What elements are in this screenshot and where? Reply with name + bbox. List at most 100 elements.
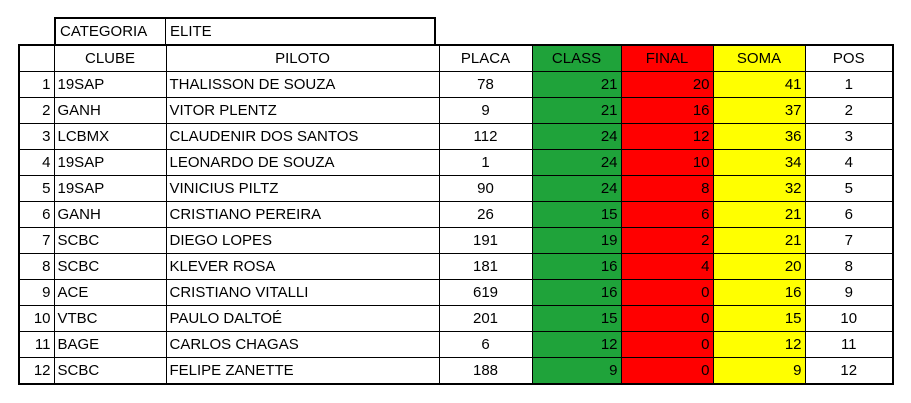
row-index: 3 xyxy=(18,123,55,150)
soma-cell: 12 xyxy=(712,331,806,358)
final-cell: 2 xyxy=(620,227,714,254)
class-cell: 21 xyxy=(531,97,622,124)
final-cell: 0 xyxy=(620,305,714,332)
row-index: 9 xyxy=(18,279,55,306)
class-cell: 24 xyxy=(531,123,622,150)
clube-cell: SCBC xyxy=(53,227,167,254)
pos-cell: 5 xyxy=(804,175,894,202)
class-cell: 16 xyxy=(531,253,622,280)
category-row: CATEGORIA ELITE xyxy=(54,17,436,46)
piloto-cell: VITOR PLENTZ xyxy=(165,97,440,124)
row-index: 5 xyxy=(18,175,55,202)
results-table: CLUBE PILOTO PLACA CLASS FINAL SOMA POS … xyxy=(18,44,894,385)
piloto-cell: PAULO DALTOÉ xyxy=(165,305,440,332)
table-row: 3 LCBMX CLAUDENIR DOS SANTOS 112 24 12 36 3 xyxy=(18,123,894,150)
soma-cell: 15 xyxy=(712,305,806,332)
class-cell: 15 xyxy=(531,305,622,332)
placa-cell: 619 xyxy=(438,279,533,306)
placa-cell: 201 xyxy=(438,305,533,332)
soma-cell: 32 xyxy=(712,175,806,202)
class-cell: 24 xyxy=(531,175,622,202)
row-index: 12 xyxy=(18,357,55,385)
clube-cell: BAGE xyxy=(53,331,167,358)
final-cell: 0 xyxy=(620,279,714,306)
final-cell: 12 xyxy=(620,123,714,150)
pos-cell: 8 xyxy=(804,253,894,280)
header-placa: PLACA xyxy=(438,44,533,72)
soma-cell: 41 xyxy=(712,71,806,98)
table-row: 8 SCBC KLEVER ROSA 181 16 4 20 8 xyxy=(18,253,894,280)
soma-cell: 20 xyxy=(712,253,806,280)
pos-cell: 7 xyxy=(804,227,894,254)
clube-cell: VTBC xyxy=(53,305,167,332)
piloto-cell: DIEGO LOPES xyxy=(165,227,440,254)
header-pos: POS xyxy=(804,44,894,72)
soma-cell: 36 xyxy=(712,123,806,150)
piloto-cell: FELIPE ZANETTE xyxy=(165,357,440,385)
header-soma: SOMA xyxy=(712,44,806,72)
pos-cell: 11 xyxy=(804,331,894,358)
pos-cell: 12 xyxy=(804,357,894,385)
final-cell: 20 xyxy=(620,71,714,98)
header-piloto: PILOTO xyxy=(165,44,440,72)
row-index: 10 xyxy=(18,305,55,332)
piloto-cell: CARLOS CHAGAS xyxy=(165,331,440,358)
pos-cell: 9 xyxy=(804,279,894,306)
piloto-cell: THALISSON DE SOUZA xyxy=(165,71,440,98)
pos-cell: 1 xyxy=(804,71,894,98)
clube-cell: 19SAP xyxy=(53,175,167,202)
class-cell: 16 xyxy=(531,279,622,306)
row-index: 1 xyxy=(18,71,55,98)
class-cell: 19 xyxy=(531,227,622,254)
soma-cell: 34 xyxy=(712,149,806,176)
clube-cell: GANH xyxy=(53,201,167,228)
table-row: 1 19SAP THALISSON DE SOUZA 78 21 20 41 1 xyxy=(18,71,894,98)
soma-cell: 9 xyxy=(712,357,806,385)
placa-cell: 188 xyxy=(438,357,533,385)
header-row: CLUBE PILOTO PLACA CLASS FINAL SOMA POS xyxy=(18,44,894,72)
soma-cell: 21 xyxy=(712,227,806,254)
category-value: ELITE xyxy=(165,17,436,46)
row-index: 6 xyxy=(18,201,55,228)
table-row: 11 BAGE CARLOS CHAGAS 6 12 0 12 11 xyxy=(18,331,894,358)
table-row: 9 ACE CRISTIANO VITALLI 619 16 0 16 9 xyxy=(18,279,894,306)
clube-cell: SCBC xyxy=(53,253,167,280)
row-index: 4 xyxy=(18,149,55,176)
table-row: 4 19SAP LEONARDO DE SOUZA 1 24 10 34 4 xyxy=(18,149,894,176)
piloto-cell: CRISTIANO PEREIRA xyxy=(165,201,440,228)
piloto-cell: VINICIUS PILTZ xyxy=(165,175,440,202)
soma-cell: 21 xyxy=(712,201,806,228)
row-index: 7 xyxy=(18,227,55,254)
table-row: 7 SCBC DIEGO LOPES 191 19 2 21 7 xyxy=(18,227,894,254)
placa-cell: 181 xyxy=(438,253,533,280)
final-cell: 8 xyxy=(620,175,714,202)
piloto-cell: KLEVER ROSA xyxy=(165,253,440,280)
header-class: CLASS xyxy=(531,44,622,72)
final-cell: 10 xyxy=(620,149,714,176)
placa-cell: 1 xyxy=(438,149,533,176)
final-cell: 4 xyxy=(620,253,714,280)
clube-cell: GANH xyxy=(53,97,167,124)
placa-cell: 26 xyxy=(438,201,533,228)
piloto-cell: LEONARDO DE SOUZA xyxy=(165,149,440,176)
class-cell: 24 xyxy=(531,149,622,176)
soma-cell: 16 xyxy=(712,279,806,306)
header-clube: CLUBE xyxy=(53,44,167,72)
final-cell: 6 xyxy=(620,201,714,228)
placa-cell: 6 xyxy=(438,331,533,358)
soma-cell: 37 xyxy=(712,97,806,124)
results-body: 1 19SAP THALISSON DE SOUZA 78 21 20 41 1 2 GANH VI… xyxy=(18,71,894,385)
placa-cell: 78 xyxy=(438,71,533,98)
table-row: 10 VTBC PAULO DALTOÉ 201 15 0 15 10 xyxy=(18,305,894,332)
placa-cell: 9 xyxy=(438,97,533,124)
row-index: 2 xyxy=(18,97,55,124)
table-row: 6 GANH CRISTIANO PEREIRA 26 15 6 21 6 xyxy=(18,201,894,228)
table-row: 5 19SAP VINICIUS PILTZ 90 24 8 32 5 xyxy=(18,175,894,202)
placa-cell: 191 xyxy=(438,227,533,254)
class-cell: 9 xyxy=(531,357,622,385)
placa-cell: 112 xyxy=(438,123,533,150)
final-cell: 0 xyxy=(620,357,714,385)
class-cell: 12 xyxy=(531,331,622,358)
final-cell: 16 xyxy=(620,97,714,124)
row-index: 11 xyxy=(18,331,55,358)
